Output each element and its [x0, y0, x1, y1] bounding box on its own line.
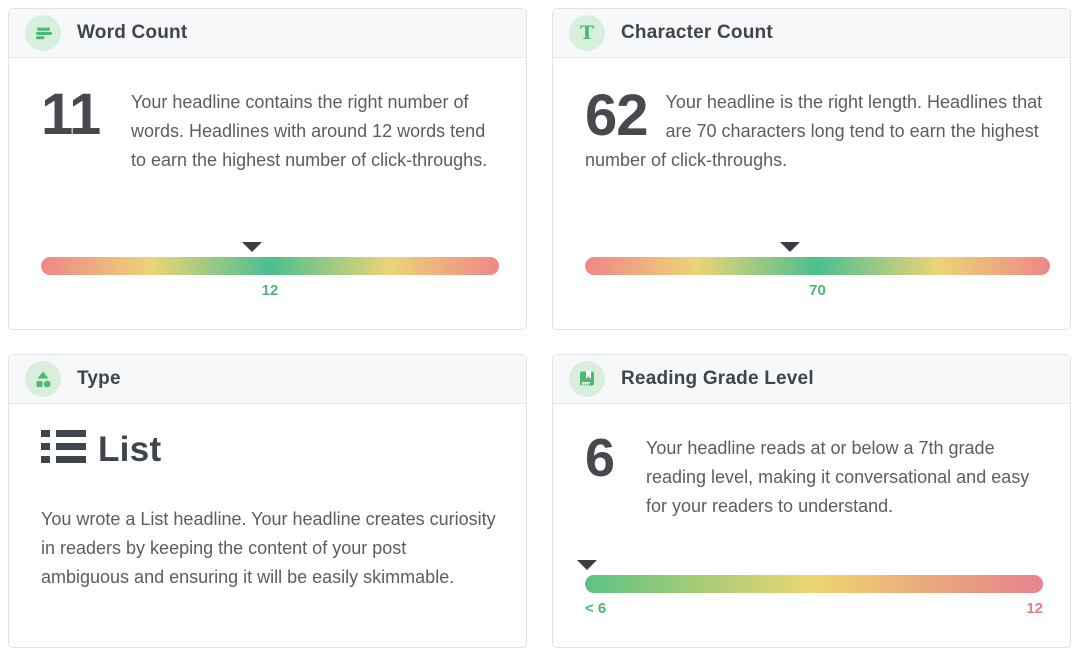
character-count-card: T Character Count 62 Your headline is th…	[552, 8, 1071, 330]
type-value-row: List	[41, 428, 499, 471]
character-count-value: 62	[585, 83, 649, 148]
gauge-marker-icon	[241, 242, 262, 252]
gauge-marker-icon	[779, 242, 800, 252]
word-count-body: 11 Your headline contains the right numb…	[9, 58, 526, 329]
type-description: You wrote a List headline. Your headline…	[41, 509, 496, 587]
word-count-value: 11	[41, 82, 101, 147]
gauge-min-label: < 6	[585, 600, 607, 617]
gauge-max-label: 12	[1026, 600, 1043, 617]
character-count-gauge: 70	[585, 240, 1050, 299]
character-count-body: 62 Your headline is the right length. He…	[553, 58, 1070, 329]
gauge-target-label: 70	[809, 282, 826, 299]
card-title: Type	[77, 368, 121, 389]
card-title: Word Count	[77, 22, 188, 43]
word-count-card: Word Count 11 Your headline contains the…	[8, 8, 527, 330]
word-count-gauge: 12	[41, 240, 499, 299]
reading-grade-level-body: 6 Your headline reads at or below a 7th …	[553, 404, 1070, 647]
character-count-score-row: 62 Your headline is the right length. He…	[585, 83, 1050, 175]
card-title: Reading Grade Level	[621, 368, 814, 389]
type-value: List	[98, 429, 162, 469]
type-card: Type List You wrote a List headline. You…	[8, 354, 527, 648]
reading-grade-level-header: Reading Grade Level	[553, 355, 1070, 404]
type-header: Type	[9, 355, 526, 404]
reading-grade-level-score-row: 6 Your headline reads at or below a 7th …	[585, 428, 1043, 521]
gauge-target-label: 12	[261, 282, 279, 299]
card-title: Character Count	[621, 22, 773, 43]
gauge-gradient-bar	[41, 257, 499, 275]
word-count-description: Your headline contains the right number …	[131, 92, 488, 170]
gauge-gradient-bar	[585, 575, 1043, 593]
reading-grade-level-card: Reading Grade Level 6 Your headline read…	[552, 354, 1071, 648]
shapes-icon	[25, 361, 61, 397]
word-count-header: Word Count	[9, 9, 526, 58]
gauge-gradient-bar	[585, 257, 1050, 275]
list-icon	[41, 428, 87, 471]
word-count-lines-icon	[25, 15, 61, 51]
word-count-score-row: 11 Your headline contains the right numb…	[41, 82, 499, 175]
reading-grade-level-gauge: < 6 12	[577, 558, 1043, 617]
character-count-description: Your headline is the right length. Headl…	[585, 92, 1043, 170]
reading-grade-level-description: Your headline reads at or below a 7th gr…	[646, 438, 1030, 516]
book-icon	[569, 361, 605, 397]
character-count-header: T Character Count	[553, 9, 1070, 58]
reading-grade-level-value: 6	[585, 428, 615, 488]
character-count-letter-icon: T	[569, 15, 605, 51]
gauge-marker-icon	[577, 560, 598, 570]
type-body: List You wrote a List headline. Your hea…	[9, 404, 526, 647]
